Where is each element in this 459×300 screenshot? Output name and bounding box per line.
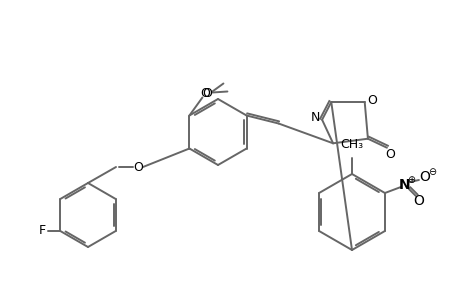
Text: F: F xyxy=(39,224,46,238)
Text: O: O xyxy=(419,170,430,184)
Text: N: N xyxy=(310,111,319,124)
Text: O: O xyxy=(384,148,394,161)
Text: O: O xyxy=(366,94,376,106)
Text: O: O xyxy=(200,87,210,100)
Text: O: O xyxy=(133,160,143,173)
Text: ⊕: ⊕ xyxy=(406,175,414,185)
Text: O: O xyxy=(202,87,212,100)
Text: ⊖: ⊖ xyxy=(427,167,435,177)
Text: O: O xyxy=(413,194,423,208)
Text: N: N xyxy=(398,178,410,192)
Text: CH₃: CH₃ xyxy=(340,138,363,151)
